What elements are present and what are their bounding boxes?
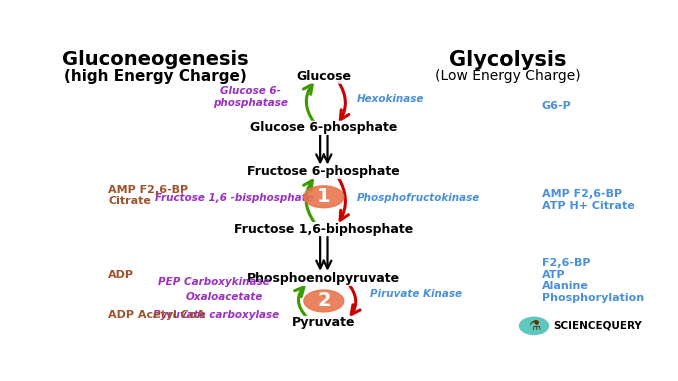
Text: ADP Acetyl CoA: ADP Acetyl CoA <box>108 310 205 320</box>
Text: Glucose: Glucose <box>296 70 351 83</box>
Text: Pyruvate: Pyruvate <box>292 317 355 330</box>
Ellipse shape <box>304 290 344 312</box>
Text: Gluconeogenesis: Gluconeogenesis <box>62 50 249 69</box>
Text: F2,6-BP
ATP
Alanine
Phosphorylation: F2,6-BP ATP Alanine Phosphorylation <box>542 258 644 303</box>
Text: 2: 2 <box>317 291 331 311</box>
Text: Pyruvate carboxylase: Pyruvate carboxylase <box>153 310 279 320</box>
Ellipse shape <box>519 317 549 335</box>
Text: (high Energy Charge): (high Energy Charge) <box>64 69 247 84</box>
Text: Glucose 6-
phosphatase: Glucose 6- phosphatase <box>213 86 287 108</box>
Text: PEP Carboxykinase: PEP Carboxykinase <box>158 277 269 287</box>
Text: ADP: ADP <box>108 269 134 280</box>
Text: Oxaloacetate: Oxaloacetate <box>185 291 262 301</box>
Text: 1: 1 <box>317 187 331 206</box>
Text: AMP F2,6-BP
Citrate: AMP F2,6-BP Citrate <box>108 184 188 206</box>
Text: AMP F2,6-BP
ATP H+ Citrate: AMP F2,6-BP ATP H+ Citrate <box>542 189 635 211</box>
Text: G6-P: G6-P <box>542 101 572 111</box>
Ellipse shape <box>304 186 344 208</box>
Text: Fructose 1,6 -bisphosphate: Fructose 1,6 -bisphosphate <box>155 193 314 203</box>
Text: Phosphoenolpyruvate: Phosphoenolpyruvate <box>247 272 401 285</box>
Text: Phosphofructokinase: Phosphofructokinase <box>357 193 480 203</box>
Text: Fructose 1,6-biphosphate: Fructose 1,6-biphosphate <box>234 223 414 235</box>
Text: Glucose 6-phosphate: Glucose 6-phosphate <box>250 122 397 134</box>
Text: Glycolysis: Glycolysis <box>449 50 567 70</box>
Text: (Low Energy Charge): (Low Energy Charge) <box>435 69 580 83</box>
Text: Fructose 6-phosphate: Fructose 6-phosphate <box>247 165 400 178</box>
Text: Piruvate Kinase: Piruvate Kinase <box>370 289 462 299</box>
Text: ⚗: ⚗ <box>527 319 540 333</box>
Text: Hexokinase: Hexokinase <box>357 93 424 104</box>
Text: SCIENCEQUERY: SCIENCEQUERY <box>553 321 642 331</box>
